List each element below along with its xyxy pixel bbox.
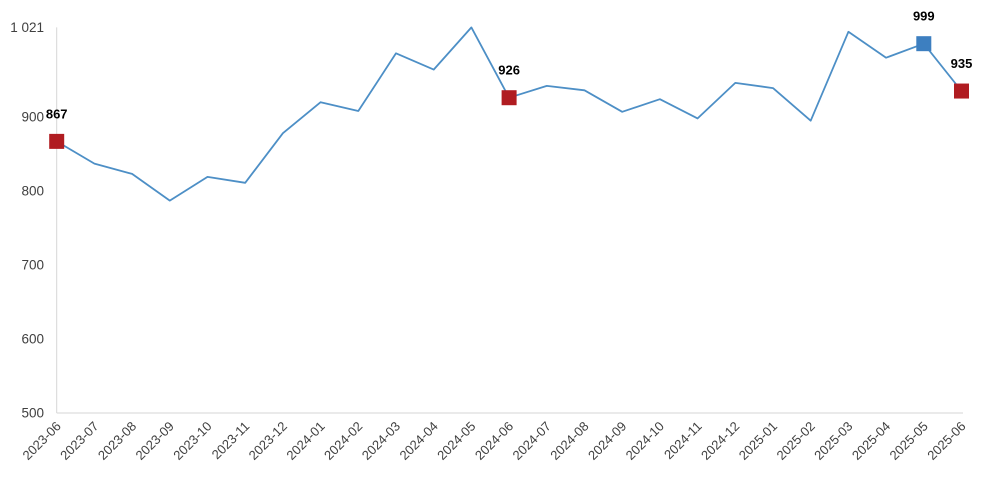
x-axis-label: 2025-06 [924,419,968,463]
x-axis-label: 2024-08 [547,419,591,463]
y-axis-tick-label: 600 [21,331,44,346]
data-point-label: 867 [46,106,68,121]
x-axis-label: 2023-08 [95,419,139,463]
x-axis-label: 2024-02 [321,419,365,463]
x-axis-label: 2023-12 [246,419,290,463]
data-point-label: 935 [951,56,973,71]
y-axis-tick-label: 700 [21,257,44,272]
y-axis-max-label: 1 021 [10,20,44,35]
x-axis-label: 2024-04 [396,419,440,463]
y-axis-tick-label: 500 [21,406,44,421]
x-axis-label: 2023-09 [133,419,177,463]
x-axis-label: 2023-11 [209,419,253,463]
x-axis-label: 2024-11 [661,419,705,463]
x-axis-label: 2024-07 [510,419,554,463]
x-axis-label: 2025-03 [811,419,855,463]
data-point-label: 999 [913,9,935,24]
x-axis-label: 2024-03 [359,419,403,463]
x-axis-label: 2024-12 [698,419,742,463]
data-point-marker[interactable] [916,36,932,52]
x-axis-label: 2024-10 [623,419,667,463]
y-axis-tick-label: 800 [21,183,44,198]
x-axis-label: 2023-06 [19,419,63,463]
x-axis-label: 2023-10 [170,419,214,463]
x-axis-label: 2023-07 [57,419,101,463]
x-axis-label: 2024-01 [283,419,327,463]
x-axis-label: 2024-05 [434,419,478,463]
x-axis-label: 2025-05 [887,419,931,463]
x-axis-label: 2024-09 [585,419,629,463]
data-line [55,26,963,202]
data-point-marker[interactable] [501,90,517,106]
data-point-marker[interactable] [954,83,969,99]
data-point-marker[interactable] [49,133,65,149]
x-axis-label: 2025-04 [849,419,893,463]
x-axis-label: 2024-06 [472,419,516,463]
x-axis-label: 2025-01 [736,419,780,463]
data-point-label: 926 [498,63,520,78]
y-axis-tick-label: 900 [21,109,44,124]
x-axis-label: 2025-02 [773,419,817,463]
